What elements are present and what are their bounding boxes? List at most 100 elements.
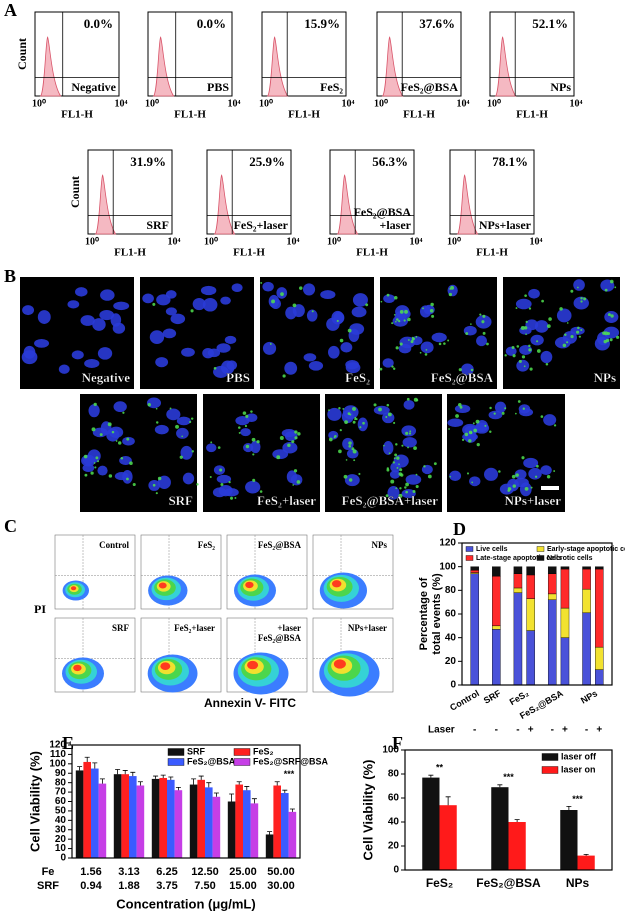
cell-nucleus bbox=[165, 290, 177, 299]
bar bbox=[151, 778, 160, 858]
stain-dot bbox=[515, 307, 518, 309]
panel-letter: B bbox=[4, 266, 16, 286]
error-bar bbox=[583, 854, 589, 856]
stain-dot bbox=[175, 424, 179, 429]
stain-dot bbox=[566, 341, 569, 344]
stain-dot bbox=[410, 340, 414, 344]
stain-dot bbox=[450, 285, 455, 290]
bar-segment bbox=[470, 573, 479, 686]
stain-dot bbox=[413, 397, 418, 402]
stain-dot bbox=[90, 471, 94, 475]
cell-nucleus bbox=[292, 304, 305, 318]
y-tick-label: 110 bbox=[50, 749, 67, 760]
x-tick-label: 10⁴ bbox=[342, 98, 355, 109]
stain-dot bbox=[84, 473, 88, 477]
cell-nucleus bbox=[308, 360, 324, 371]
significance-label: *** bbox=[284, 769, 295, 779]
cell-nucleus bbox=[156, 294, 171, 306]
y-tick-label: 90 bbox=[55, 768, 67, 779]
stain-dot bbox=[396, 456, 400, 460]
x-axis-label: FL1-H bbox=[233, 247, 265, 259]
stain-dot bbox=[470, 323, 472, 325]
stain-dot bbox=[399, 487, 402, 490]
micrograph: SRF bbox=[80, 394, 199, 512]
cell-nucleus bbox=[393, 454, 409, 468]
cell-nucleus bbox=[97, 347, 113, 360]
x-row-name: Fe bbox=[42, 866, 55, 878]
cell-nucleus bbox=[272, 449, 289, 460]
density-contour bbox=[331, 580, 342, 588]
stain-dot bbox=[515, 473, 519, 477]
stain-dot bbox=[292, 484, 295, 486]
cell-nucleus bbox=[146, 397, 162, 409]
stain-dot bbox=[365, 303, 369, 307]
stain-dot bbox=[388, 452, 391, 455]
stain-dot bbox=[553, 424, 557, 427]
stain-dot bbox=[343, 474, 348, 479]
stain-dot bbox=[516, 345, 520, 348]
stain-dot bbox=[521, 355, 526, 359]
cell-nucleus bbox=[245, 480, 261, 494]
error-bar bbox=[130, 771, 136, 777]
x-tick-label: 1.56 bbox=[80, 866, 101, 878]
error-bar bbox=[168, 776, 174, 780]
cell-nucleus bbox=[387, 486, 400, 500]
percent-label: 0.0% bbox=[197, 16, 226, 31]
x-tick-label: 25.00 bbox=[229, 866, 257, 878]
stain-dot bbox=[252, 453, 255, 456]
micrograph: PBS bbox=[140, 277, 254, 389]
image-label: FeS₂@BSA bbox=[431, 370, 494, 385]
bar bbox=[560, 810, 578, 870]
stain-dot bbox=[540, 415, 544, 418]
stain-dot bbox=[348, 444, 352, 448]
stain-dot bbox=[520, 325, 525, 330]
image-label: FeS₂@BSA+laser bbox=[342, 493, 439, 508]
bar bbox=[273, 785, 281, 858]
stain-dot bbox=[528, 307, 532, 310]
error-bar bbox=[236, 781, 242, 785]
stain-dot bbox=[129, 461, 133, 465]
bar-segment bbox=[560, 637, 570, 686]
error-bar bbox=[153, 775, 159, 779]
y-tick-label: 40 bbox=[388, 817, 400, 828]
stain-dot bbox=[352, 406, 356, 411]
stain-dot bbox=[566, 322, 569, 324]
cell-nucleus bbox=[351, 306, 367, 318]
x-tick-label: 10⁰ bbox=[374, 98, 388, 109]
cell-nucleus bbox=[200, 285, 217, 296]
bar-segment bbox=[492, 629, 501, 686]
stain-dot bbox=[521, 456, 525, 460]
stain-dot bbox=[189, 420, 192, 424]
stain-dot bbox=[391, 322, 394, 325]
stain-dot bbox=[230, 496, 234, 500]
stain-dot bbox=[244, 424, 248, 428]
cell-nucleus bbox=[23, 345, 36, 359]
cell-nucleus bbox=[286, 470, 298, 484]
stain-dot bbox=[425, 349, 428, 351]
stain-dot bbox=[252, 478, 256, 482]
cell-nucleus bbox=[383, 441, 394, 455]
x-axis-label: Annexin V- FITC bbox=[204, 696, 296, 710]
bar bbox=[75, 770, 84, 858]
cell-nucleus bbox=[75, 287, 88, 297]
stain-dot bbox=[328, 409, 330, 412]
stain-dot bbox=[385, 494, 389, 498]
stain-dot bbox=[338, 407, 341, 410]
x-tick-label: 30.00 bbox=[267, 880, 295, 892]
x-tick-label: 10⁰ bbox=[447, 236, 461, 247]
stain-dot bbox=[548, 317, 552, 321]
stain-dot bbox=[169, 407, 172, 410]
plot-label: +laser bbox=[277, 623, 301, 633]
histogram-peak bbox=[94, 174, 117, 235]
stain-dot bbox=[607, 313, 611, 317]
stain-dot bbox=[392, 367, 396, 370]
cell-nucleus bbox=[401, 488, 416, 499]
stain-dot bbox=[498, 470, 501, 473]
stain-dot bbox=[468, 439, 472, 443]
stain-dot bbox=[536, 340, 539, 343]
cell-nucleus bbox=[262, 341, 277, 355]
stain-dot bbox=[276, 455, 281, 460]
legend-label: FeS₂@SRF@BSA bbox=[253, 756, 329, 766]
stain-dot bbox=[415, 484, 419, 489]
bar bbox=[159, 777, 167, 858]
